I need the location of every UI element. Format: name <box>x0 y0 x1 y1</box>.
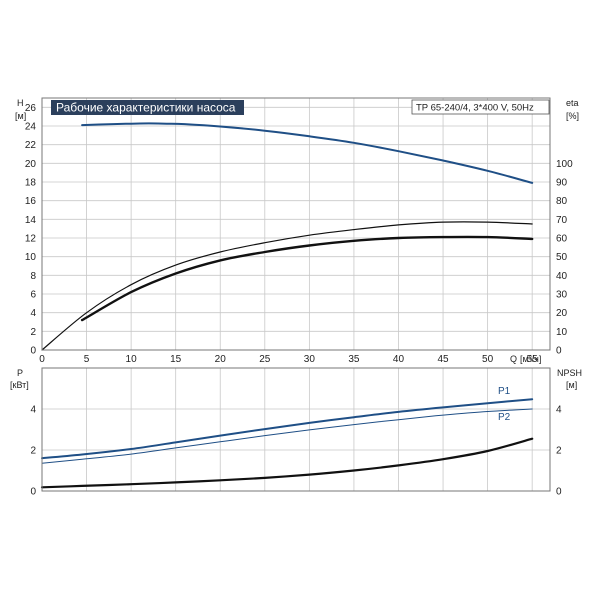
p-axis-unit: [кВт] <box>10 380 29 390</box>
top-plot-grid <box>41 98 550 351</box>
tick-label-npsh: 4 <box>556 405 562 416</box>
tick-label-q: 55 <box>527 354 539 365</box>
bottom-plot-frame <box>41 367 551 492</box>
efficiency-curve-thin <box>41 221 533 351</box>
tick-label-h: 22 <box>25 140 37 151</box>
head-curve <box>81 122 534 184</box>
tick-label-eta: 20 <box>556 308 568 319</box>
tick-label-eta: 80 <box>556 196 568 207</box>
h-axis-label: H <box>17 98 24 108</box>
top-plot-series <box>41 122 534 351</box>
series-label-p1: P1 <box>498 386 511 397</box>
power-p1-curve <box>41 398 534 460</box>
tick-label-h: 26 <box>25 103 37 114</box>
tick-label-q: 15 <box>170 354 182 365</box>
npsh-curve <box>40 437 534 489</box>
tick-label-h: 12 <box>25 234 37 245</box>
tick-label-eta: 50 <box>556 252 568 263</box>
tick-label-p: 2 <box>30 446 36 457</box>
bottom-right-ticks: 0 2 4 <box>556 405 562 498</box>
chart-title: Рабочие характеристики насоса <box>56 101 236 115</box>
q-axis-label: Q <box>510 354 517 364</box>
tick-label-q: 20 <box>215 354 227 365</box>
npsh-axis-label: NPSH <box>557 368 582 378</box>
tick-label-h: 10 <box>25 252 37 263</box>
tick-label-p: 0 <box>30 487 36 498</box>
tick-label-h: 14 <box>25 215 37 226</box>
tick-label-h: 0 <box>30 346 36 357</box>
bottom-left-ticks: 0 2 4 <box>30 405 36 498</box>
efficiency-curve-thick <box>80 235 534 322</box>
top-plot-frame <box>41 97 551 351</box>
tick-label-q: 10 <box>126 354 138 365</box>
tick-label-h: 8 <box>30 271 36 282</box>
tick-label-h: 6 <box>30 290 36 301</box>
tick-label-q: 40 <box>393 354 405 365</box>
tick-label-npsh: 0 <box>556 487 562 498</box>
tick-label-eta: 100 <box>556 159 573 170</box>
npsh-axis-unit: [м] <box>566 380 577 390</box>
tick-label-h: 24 <box>25 122 37 133</box>
eta-axis-unit: [%] <box>566 111 579 121</box>
series-label-p2: P2 <box>498 412 511 423</box>
title-box <box>51 100 244 115</box>
tick-label-q: 35 <box>348 354 360 365</box>
tick-label-eta: 90 <box>556 178 568 189</box>
tick-label-h: 18 <box>25 178 37 189</box>
tick-label-q: 0 <box>39 354 45 365</box>
tick-label-eta: 10 <box>556 327 568 338</box>
tick-label-eta: 30 <box>556 290 568 301</box>
h-axis-unit: [м] <box>15 111 26 121</box>
tick-label-h: 16 <box>25 196 37 207</box>
bottom-plot-series <box>40 398 534 489</box>
bottom-plot-grid <box>41 368 550 492</box>
tick-label-eta: 70 <box>556 215 568 226</box>
tick-label-h: 20 <box>25 159 37 170</box>
model-box <box>411 99 550 115</box>
top-right-ticks: 0 10 20 30 40 50 60 70 80 90 100 <box>556 159 573 357</box>
tick-label-q: 50 <box>482 354 494 365</box>
q-axis-unit: [м³/ч] <box>520 354 541 364</box>
tick-label-npsh: 2 <box>556 446 562 457</box>
tick-label-p: 4 <box>30 405 36 416</box>
power-p2-curve <box>41 408 533 464</box>
p-axis-label: P <box>17 368 23 378</box>
tick-label-eta: 40 <box>556 271 568 282</box>
tick-label-q: 25 <box>259 354 271 365</box>
tick-label-eta: 0 <box>556 346 562 357</box>
tick-label-q: 45 <box>437 354 449 365</box>
eta-axis-label: eta <box>566 98 579 108</box>
tick-label-h: 2 <box>30 327 36 338</box>
tick-label-eta: 60 <box>556 234 568 245</box>
tick-label-q: 5 <box>84 354 90 365</box>
tick-label-q: 30 <box>304 354 316 365</box>
x-ticks: 0 5 10 15 20 25 30 35 40 45 50 55 <box>39 354 538 365</box>
tick-label-h: 4 <box>30 308 36 319</box>
pump-model: TP 65-240/4, 3*400 V, 50Hz <box>416 103 534 114</box>
